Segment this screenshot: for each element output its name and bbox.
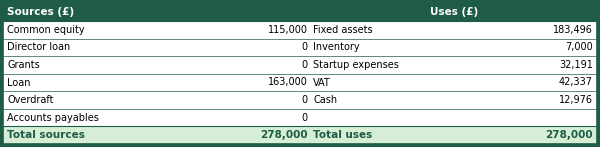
Text: Total sources: Total sources — [7, 130, 85, 140]
Text: 42,337: 42,337 — [559, 77, 593, 87]
Bar — [3, 3, 597, 21]
Text: Loan: Loan — [7, 77, 31, 87]
Text: Sources (£): Sources (£) — [7, 7, 74, 17]
Text: Accounts payables: Accounts payables — [7, 113, 99, 123]
Text: 0: 0 — [302, 60, 308, 70]
Text: Startup expenses: Startup expenses — [313, 60, 399, 70]
Text: 183,496: 183,496 — [553, 25, 593, 35]
Text: VAT: VAT — [313, 77, 331, 87]
Text: 32,191: 32,191 — [559, 60, 593, 70]
Bar — [3, 91, 597, 109]
Bar — [3, 21, 597, 39]
Text: Fixed assets: Fixed assets — [313, 25, 373, 35]
Text: 115,000: 115,000 — [268, 25, 308, 35]
Text: Common equity: Common equity — [7, 25, 85, 35]
Text: Inventory: Inventory — [313, 42, 359, 52]
Bar — [3, 39, 597, 56]
Text: Cash: Cash — [313, 95, 337, 105]
Text: Total uses: Total uses — [313, 130, 372, 140]
Text: 163,000: 163,000 — [268, 77, 308, 87]
Text: 0: 0 — [302, 42, 308, 52]
Text: Overdraft: Overdraft — [7, 95, 53, 105]
Bar — [3, 109, 597, 126]
Text: 0: 0 — [302, 113, 308, 123]
Text: 278,000: 278,000 — [545, 130, 593, 140]
Bar — [3, 56, 597, 74]
Text: 278,000: 278,000 — [260, 130, 308, 140]
Text: 0: 0 — [302, 95, 308, 105]
Text: Director loan: Director loan — [7, 42, 70, 52]
Text: 7,000: 7,000 — [565, 42, 593, 52]
Bar — [3, 126, 597, 144]
Bar — [3, 74, 597, 91]
Text: Grants: Grants — [7, 60, 40, 70]
Text: 12,976: 12,976 — [559, 95, 593, 105]
Text: Uses (£): Uses (£) — [430, 7, 478, 17]
